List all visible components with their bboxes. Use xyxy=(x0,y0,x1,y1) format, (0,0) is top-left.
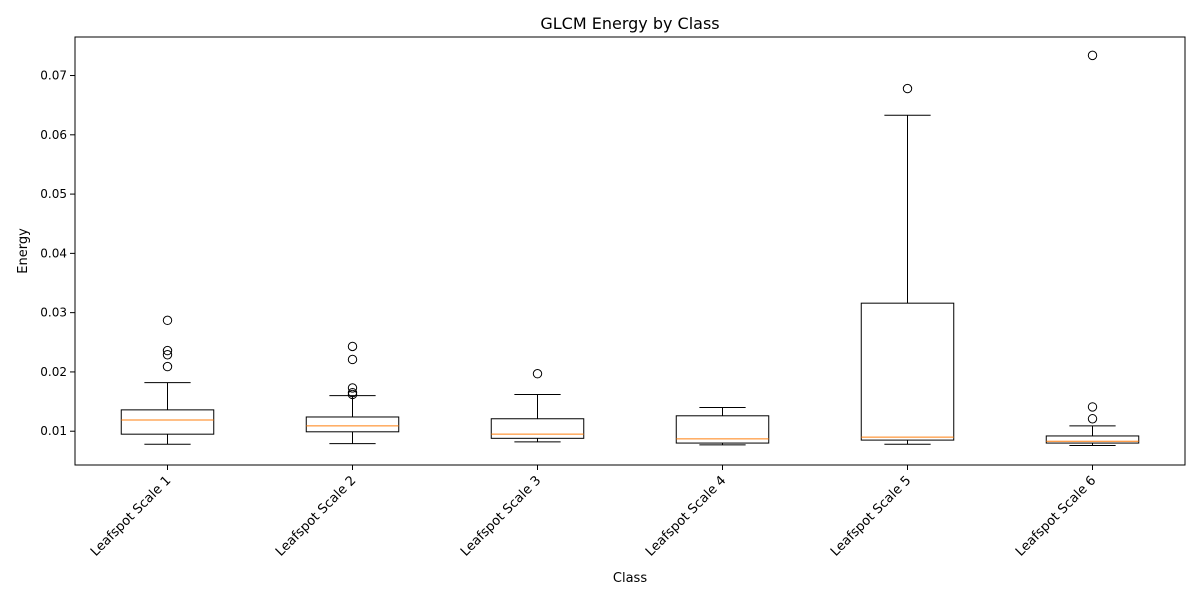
outlier-point xyxy=(532,369,543,379)
outlier-point xyxy=(162,361,173,372)
chart-title: GLCM Energy by Class xyxy=(540,14,719,33)
plot-frame xyxy=(74,36,1186,466)
y-tick-label: 0.06 xyxy=(40,128,67,142)
box-iqr xyxy=(860,302,955,441)
outlier-point xyxy=(162,315,173,326)
y-tick-label: 0.01 xyxy=(40,424,67,438)
outlier-point xyxy=(347,341,358,352)
y-axis-label: Energy xyxy=(16,228,31,274)
outlier-point xyxy=(347,354,358,365)
outlier-point xyxy=(162,350,173,360)
y-tick-label: 0.05 xyxy=(40,187,67,201)
outlier-point xyxy=(902,83,913,94)
box-iqr xyxy=(490,418,585,439)
y-tick-label: 0.02 xyxy=(40,365,67,379)
outlier-point xyxy=(162,345,173,356)
box-iqr xyxy=(305,416,400,433)
box-iqr xyxy=(1045,435,1140,444)
outlier-point xyxy=(1087,50,1098,61)
y-tick-label: 0.04 xyxy=(40,246,67,260)
y-tick-label: 0.03 xyxy=(40,306,67,320)
outlier-point xyxy=(1087,402,1098,412)
y-tick-label: 0.07 xyxy=(40,69,67,83)
outlier-point xyxy=(1087,414,1098,424)
box-iqr xyxy=(120,409,215,435)
box-iqr xyxy=(675,415,770,444)
outlier-point xyxy=(347,387,358,398)
outlier-point xyxy=(347,383,358,393)
x-axis-label: Class xyxy=(613,571,647,586)
